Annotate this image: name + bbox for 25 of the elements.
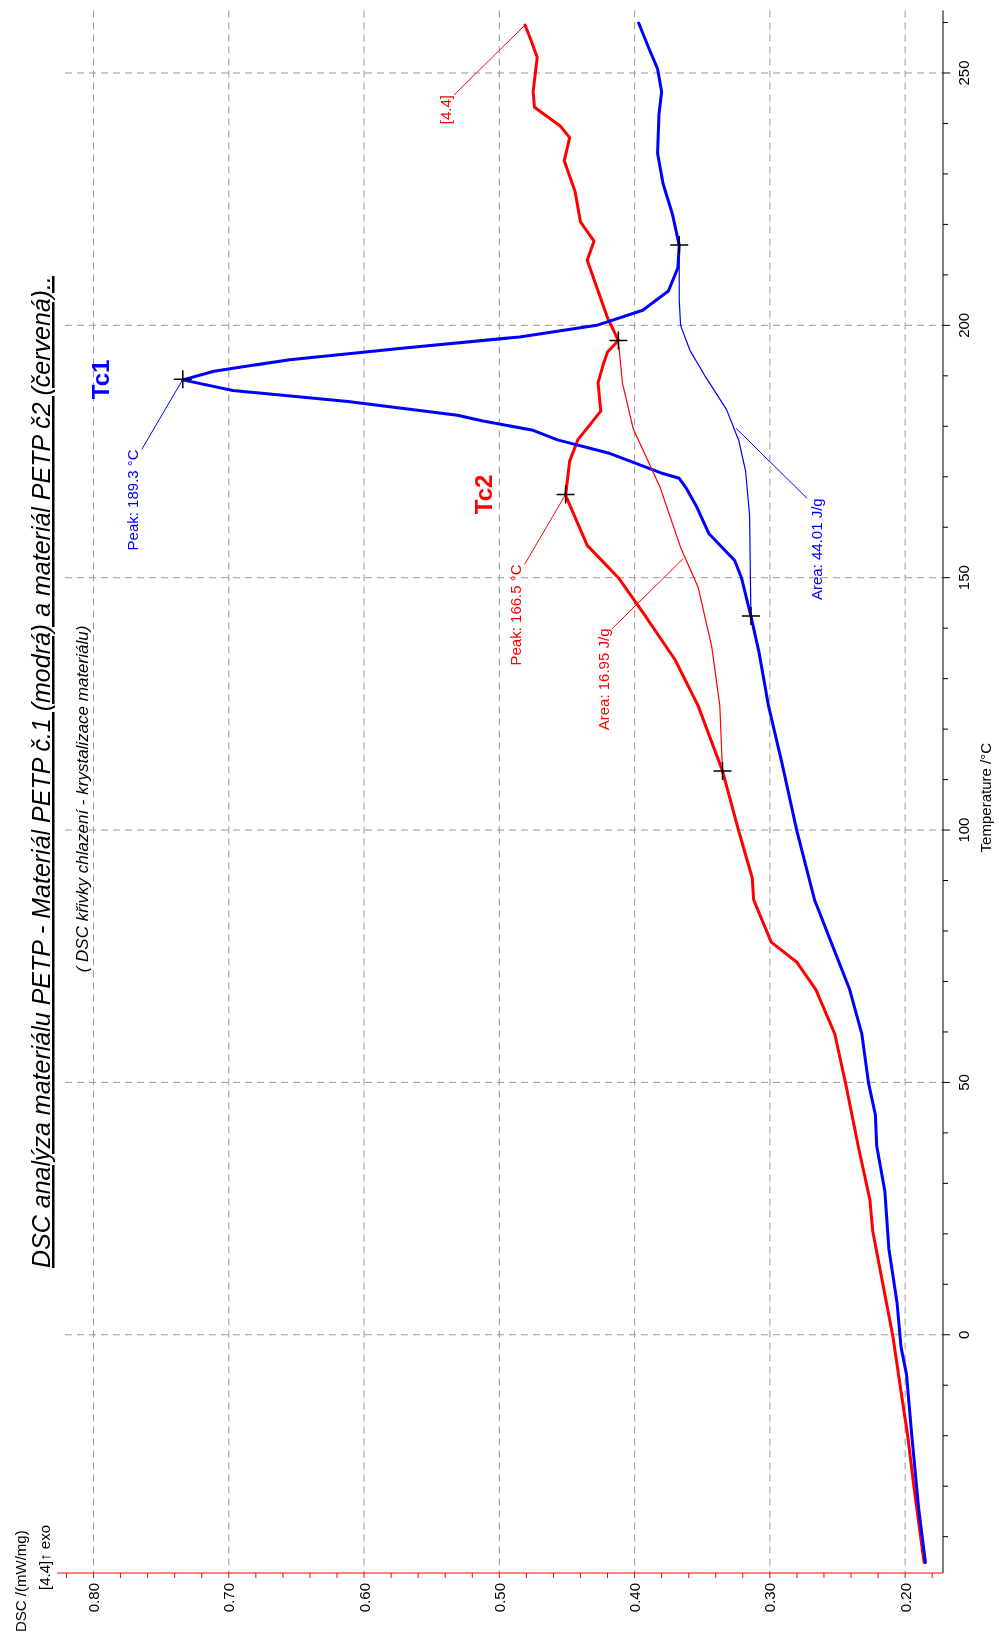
y-tick-label: 50 xyxy=(955,1074,972,1091)
annotation: Tc1 xyxy=(87,359,115,400)
x-tick-label: 0.30 xyxy=(761,1583,779,1613)
annotation: Peak: 166.5 °C xyxy=(507,564,525,666)
text: DSC /(mW/mg) xyxy=(12,1530,29,1632)
x-tick-label: 0.50 xyxy=(490,1583,508,1613)
y-tick-label: 150 xyxy=(955,565,972,591)
y-tick-label: 250 xyxy=(955,60,972,86)
annotation: Area: 44.01 J/g xyxy=(807,498,825,601)
y-axis-title: Temperature /°C xyxy=(977,742,994,853)
text: ( DSC křivky chlazení - krystalizace materiálu) xyxy=(73,625,92,973)
y-tick-label: 100 xyxy=(955,817,972,843)
annotation: Tc2 xyxy=(470,474,498,515)
annotation: Peak: 189.3 °C xyxy=(124,449,142,551)
y-tick-label: 200 xyxy=(955,312,972,338)
annotation: [4.4] xyxy=(436,95,454,125)
text: DSC analýza materiálu PETP - Materiál PETP č.1 (modrá) a materiál PETP č2 (červená).. xyxy=(27,276,55,1268)
x-tick-label: 0.40 xyxy=(626,1583,644,1613)
annotation: Area: 16.95 J/g xyxy=(594,628,612,731)
text: [4.4]↑ exo xyxy=(36,1524,53,1590)
x-tick-label: 0.80 xyxy=(85,1583,103,1613)
x-tick-label: 0.70 xyxy=(220,1583,238,1613)
x-tick-label: 0.20 xyxy=(896,1583,914,1613)
y-tick-label: 0 xyxy=(955,1330,972,1339)
x-tick-label: 0.60 xyxy=(355,1583,373,1613)
